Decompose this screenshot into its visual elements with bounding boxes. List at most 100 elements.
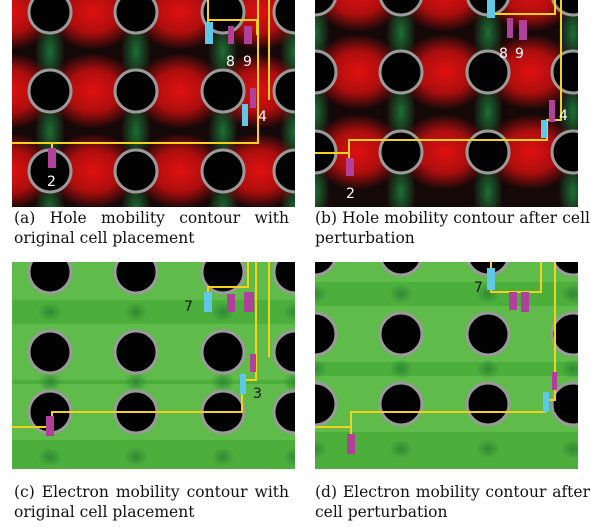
cell-label: 9 xyxy=(243,54,252,70)
low-mobility-region xyxy=(315,359,327,379)
low-mobility-region xyxy=(124,302,148,322)
cell-label: 2 xyxy=(346,186,355,202)
high-mobility-region xyxy=(47,133,139,207)
low-mobility-region xyxy=(124,372,148,392)
cell-label: 2 xyxy=(47,174,56,190)
cell-magenta xyxy=(228,26,234,44)
cell-cyan xyxy=(240,374,246,394)
low-mobility-region xyxy=(389,439,413,459)
high-mobility-region xyxy=(398,114,491,190)
caption-a: (a) Hole mobility contour with original … xyxy=(14,209,289,247)
low-mobility-region xyxy=(476,439,500,459)
low-mobility-region xyxy=(211,372,235,392)
cell-cyan xyxy=(541,120,547,138)
cell-magenta xyxy=(347,434,355,454)
tsv-hole xyxy=(272,68,295,114)
cell-cyan xyxy=(487,268,495,290)
tsv-hole xyxy=(315,262,337,277)
cell-label: 8 xyxy=(499,46,508,62)
tsv-hole xyxy=(315,311,338,357)
cell-label: 3 xyxy=(253,386,262,402)
low-mobility-region xyxy=(38,372,62,392)
high-mobility-region xyxy=(47,53,139,129)
tsv-hole xyxy=(378,49,424,95)
cell-magenta xyxy=(509,292,517,310)
cell-magenta xyxy=(519,20,527,40)
cell-magenta xyxy=(244,292,254,312)
low-mobility-region xyxy=(38,302,62,322)
contour-background xyxy=(315,262,578,469)
routing-wire xyxy=(12,0,259,144)
tsv-hole xyxy=(113,329,159,375)
tsv-hole xyxy=(465,49,511,95)
tsv-hole xyxy=(200,68,246,114)
high-mobility-region xyxy=(399,0,490,32)
cell-magenta xyxy=(521,292,529,312)
low-mobility-region xyxy=(283,372,295,392)
low-mobility-region xyxy=(561,439,578,459)
tsv-hole xyxy=(465,129,511,175)
tsv-hole xyxy=(272,262,295,295)
tsv-hole xyxy=(272,0,295,35)
tsv-hole xyxy=(27,262,73,295)
low-mobility-region xyxy=(38,447,62,467)
tsv-hole xyxy=(200,262,246,295)
caption-c: (c) Electron mobility contour with origi… xyxy=(14,483,289,521)
cell-label: 8 xyxy=(226,54,235,70)
high-mobility-region xyxy=(315,34,404,110)
tsv-hole xyxy=(379,262,423,277)
hole-mobility-contour-perturbed: 8 9 4 2 xyxy=(315,0,578,207)
tsv-hole xyxy=(113,0,159,35)
mobility-band xyxy=(315,306,578,362)
high-mobility-region xyxy=(398,34,491,110)
low-mobility-region xyxy=(315,284,327,304)
cell-magenta xyxy=(250,354,256,372)
high-mobility-region xyxy=(315,114,404,190)
tsv-hole xyxy=(272,389,295,435)
cell-cyan xyxy=(205,22,213,44)
cell-magenta xyxy=(244,26,252,44)
tsv-hole xyxy=(113,68,159,114)
tsv-hole xyxy=(272,148,295,194)
high-mobility-region xyxy=(484,114,577,190)
cell-cyan xyxy=(242,104,248,126)
tsv-hole xyxy=(551,0,578,17)
tsv-hole xyxy=(200,148,246,194)
cell-magenta xyxy=(346,158,354,176)
caption-b: (b) Hole mobility contour after cell per… xyxy=(315,209,590,247)
cell-magenta xyxy=(48,148,56,168)
low-mobility-region xyxy=(561,359,578,379)
routing-wire xyxy=(208,19,258,35)
hole-mobility-contour-original: 8 9 4 2 xyxy=(12,0,295,207)
high-mobility-region xyxy=(133,133,226,207)
low-mobility-region xyxy=(389,284,413,304)
mobility-band xyxy=(315,376,578,432)
electron-mobility-contour-original: 73 xyxy=(12,262,295,469)
cell-label: 4 xyxy=(559,108,568,124)
low-mobility-region xyxy=(561,284,578,304)
caption-d: (d) Electron mobility contour after cell… xyxy=(315,483,590,521)
cell-label: 7 xyxy=(474,280,483,296)
tsv-hole xyxy=(379,0,423,17)
cell-cyan xyxy=(487,0,495,18)
tsv-hole xyxy=(550,49,578,95)
cell-cyan xyxy=(543,392,549,412)
tsv-hole xyxy=(27,0,73,35)
tsv-hole xyxy=(465,311,511,357)
cell-label: 9 xyxy=(515,46,524,62)
cell-cyan xyxy=(204,292,212,312)
tsv-hole xyxy=(272,329,295,375)
cell-magenta xyxy=(552,372,557,390)
tsv-hole xyxy=(550,129,578,175)
tsv-hole xyxy=(27,329,73,375)
cell-label: 4 xyxy=(258,109,267,125)
tsv-hole xyxy=(378,381,424,427)
tsv-hole xyxy=(465,381,511,427)
tsv-hole xyxy=(315,381,338,427)
tsv-hole xyxy=(27,68,73,114)
low-mobility-region xyxy=(283,302,295,322)
